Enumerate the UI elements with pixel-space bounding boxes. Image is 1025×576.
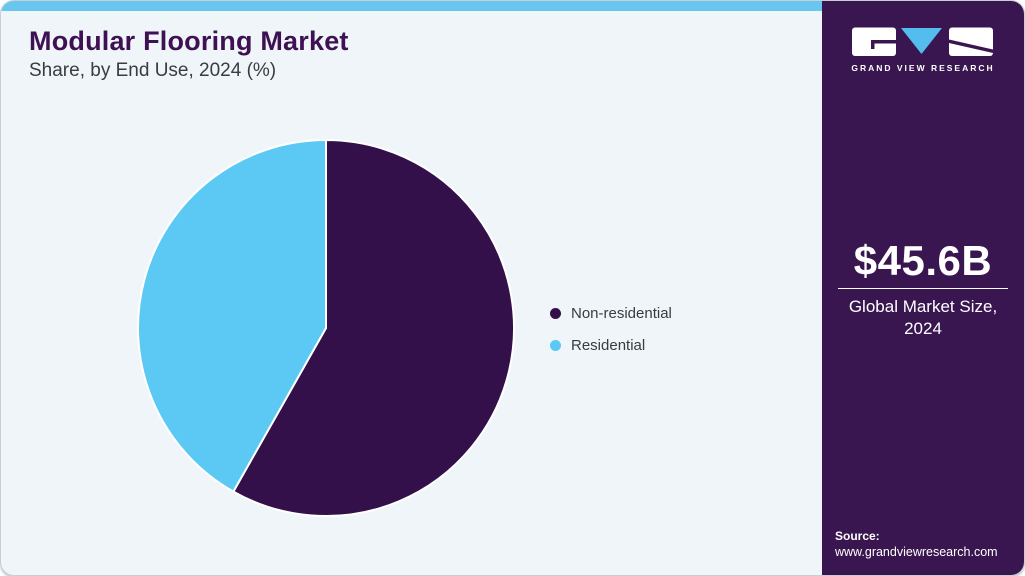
legend-dot-residential: [550, 339, 561, 351]
gvr-logo-icon: [852, 27, 993, 56]
legend-label: Non-residential: [571, 304, 672, 322]
accent-strip: [1, 1, 824, 11]
header: Modular Flooring Market Share, by End Us…: [29, 25, 349, 83]
market-size-label-line2: 2024: [904, 319, 942, 338]
page-title: Modular Flooring Market: [29, 26, 349, 56]
market-size-value: $45.6B: [853, 237, 993, 284]
legend-item-non-residential: Non-residential: [550, 302, 672, 324]
page-subtitle: Share, by End Use, 2024 (%): [29, 60, 277, 81]
legend-dot-non-residential: [550, 307, 561, 319]
divider: [838, 288, 1008, 289]
pie-chart: [136, 138, 516, 518]
market-size-block: $45.6B Global Market Size, 2024: [822, 239, 1024, 340]
source-block: Source: www.grandviewresearch.com: [835, 528, 998, 561]
source-url-link[interactable]: www.grandviewresearch.com: [835, 545, 998, 559]
legend-label: Residential: [571, 336, 646, 354]
pie-chart-svg: [137, 139, 515, 517]
logo-v-triangle-icon: [901, 28, 942, 54]
brand-sidebar: GRAND VIEW RESEARCH $45.6B Global Market…: [822, 1, 1024, 575]
source-label: Source:: [835, 529, 880, 543]
market-size-label: Global Market Size, 2024: [822, 296, 1024, 340]
gvr-logo: GRAND VIEW RESEARCH: [822, 27, 1024, 73]
pie-slice-non-residential: [232, 139, 515, 517]
chart-legend: Non-residential Residential: [550, 302, 672, 356]
legend-item-residential: Residential: [550, 334, 672, 356]
pie-slice-residential: [137, 139, 327, 493]
brand-name: GRAND VIEW RESEARCH: [851, 63, 995, 73]
market-size-label-line1: Global Market Size,: [848, 297, 998, 316]
